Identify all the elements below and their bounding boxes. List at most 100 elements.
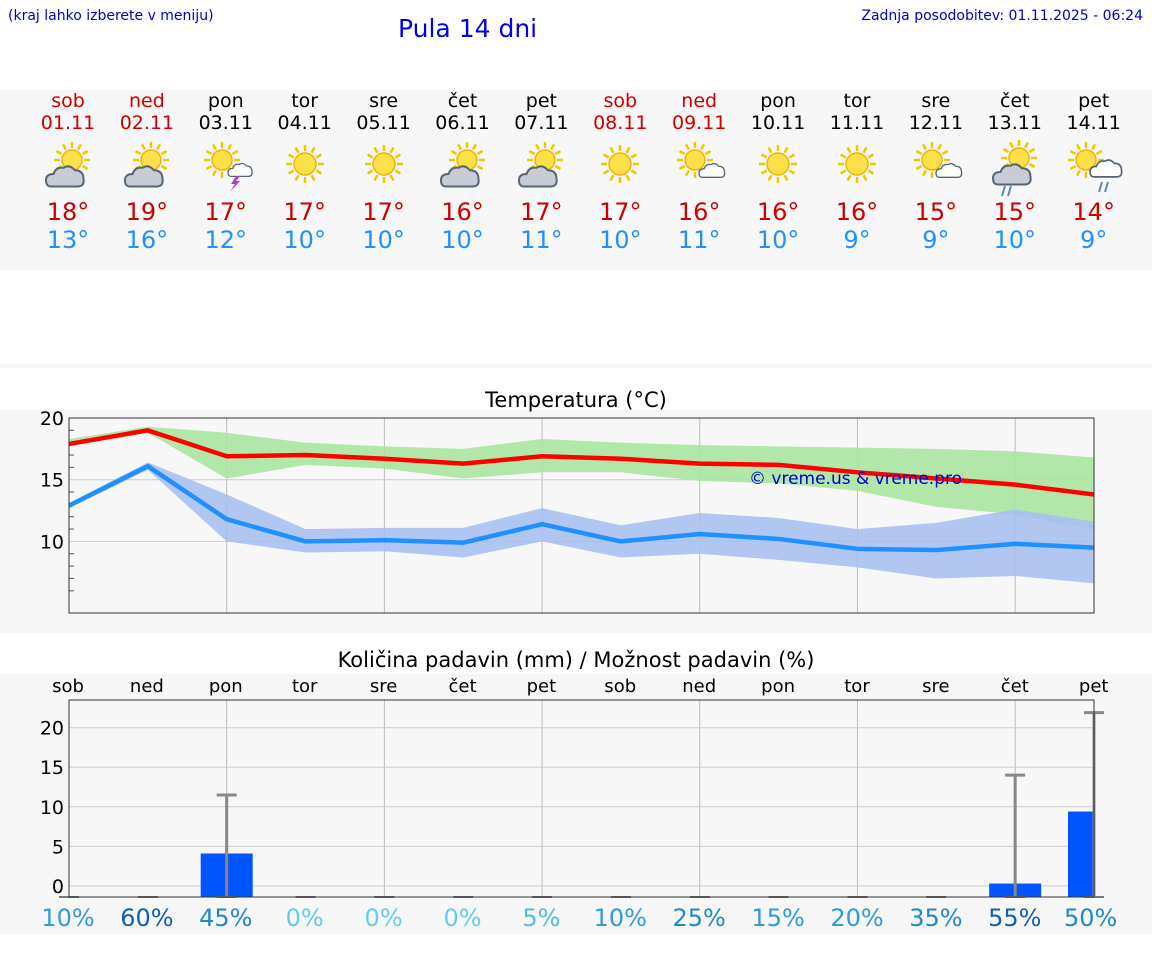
- day-name: čet: [1000, 90, 1030, 112]
- precipitation-chance: 0%: [364, 904, 403, 932]
- precipitation-chance: 55%: [988, 904, 1042, 932]
- max-temperature: 17°: [362, 198, 405, 226]
- precipitation-chance: 45%: [199, 904, 253, 932]
- day-date: 11.11: [829, 112, 885, 134]
- partly-cloudy-icon: [433, 138, 493, 198]
- min-temperature-line: [67, 463, 1095, 553]
- day-name: pet: [525, 90, 557, 112]
- min-temperature: 10°: [599, 226, 642, 254]
- min-temperature: 10°: [756, 226, 800, 254]
- max-temperature-line: [68, 428, 1095, 497]
- precipitation-day-label: ned: [129, 676, 164, 697]
- sun-rain-cloud-icon: [1064, 138, 1124, 198]
- sun-small-cloud-icon: [669, 138, 729, 198]
- y-tick-label: 20: [40, 718, 64, 740]
- day-date: 06.11: [435, 112, 490, 134]
- day-date: 10.11: [750, 112, 806, 134]
- day-name: ned: [128, 90, 165, 112]
- day-date: 07.11: [514, 112, 569, 134]
- day-name: ned: [681, 90, 718, 112]
- day-date: 08.11: [593, 112, 648, 134]
- y-tick-label: 0: [52, 876, 64, 898]
- day-name: sob: [603, 90, 638, 112]
- min-temperature: 9°: [1080, 226, 1108, 254]
- precipitation-chance: 15%: [751, 904, 805, 932]
- max-temperature: 17°: [204, 198, 248, 226]
- precipitation-chance: 10%: [593, 904, 647, 932]
- day-date: 05.11: [356, 112, 411, 134]
- max-temperature-band: [69, 426, 1094, 531]
- y-tick-label: 15: [40, 470, 64, 492]
- y-tick-label: 10: [40, 531, 64, 553]
- min-temperature: 10°: [441, 226, 484, 254]
- precipitation-day-label: pet: [526, 676, 557, 697]
- precipitation-chart: 0 5 10 15 20: [40, 699, 1104, 898]
- day-name: tor: [291, 90, 319, 112]
- day-name: tor: [843, 90, 871, 112]
- max-temperature: 16°: [835, 198, 879, 226]
- max-temperature: 19°: [125, 198, 169, 226]
- sun-icon: [275, 138, 335, 198]
- precipitation-chart-title: Količina padavin (mm) / Možnost padavin …: [337, 648, 815, 672]
- watermark: © vreme.us & vreme.pro: [749, 469, 962, 489]
- max-temperature: 14°: [1072, 198, 1115, 226]
- forecast-strip: [0, 90, 1152, 270]
- precipitation-day-label: tor: [844, 676, 870, 697]
- precipitation-day-label: čet: [1000, 676, 1029, 697]
- precipitation-chance: 0%: [285, 904, 324, 932]
- min-temperature: 10°: [362, 226, 405, 254]
- page-title: Pula 14 dni: [398, 14, 538, 43]
- precipitation-day-label: sob: [604, 676, 637, 697]
- plot-frame: [68, 699, 1095, 898]
- day-date: 09.11: [671, 112, 727, 134]
- day-name: pon: [207, 90, 244, 112]
- max-temperature: 15°: [993, 198, 1037, 226]
- temperature-chart-title: Temperatura (°C): [485, 388, 667, 412]
- max-temperature: 18°: [46, 198, 90, 226]
- day-date: 13.11: [987, 112, 1042, 134]
- max-temperature: 16°: [441, 198, 484, 226]
- partly-cloudy-icon: [117, 138, 177, 198]
- min-temperature: 12°: [204, 226, 248, 254]
- min-temperature: 10°: [283, 226, 326, 254]
- precipitation-day-label: pon: [761, 676, 796, 697]
- day-date: 14.11: [1066, 112, 1121, 134]
- divider: [0, 364, 1152, 368]
- day-name: pon: [760, 90, 796, 112]
- min-temperature: 11°: [677, 226, 721, 254]
- day-name: sob: [51, 90, 85, 112]
- precipitation-chance: 20%: [830, 904, 884, 932]
- max-temperature: 16°: [756, 198, 800, 226]
- precipitation-chance: 5%: [522, 904, 561, 932]
- min-temperature-band: [69, 462, 1094, 584]
- precipitation-chance: 10%: [41, 904, 95, 932]
- precipitation-day-label: čet: [448, 676, 477, 697]
- last-updated: Zadnja posodobitev: 01.11.2025 - 06:24: [861, 8, 1143, 24]
- partly-cloudy-icon: [38, 138, 98, 198]
- y-tick-label: 15: [40, 757, 64, 779]
- sun-icon: [354, 138, 414, 198]
- sun-small-cloud-icon: [906, 138, 966, 198]
- temperature-chart: 10 15 20 © vreme.us & vreme.pro: [40, 410, 1095, 614]
- min-temperature: 9°: [922, 226, 950, 254]
- max-temperature: 17°: [283, 198, 326, 226]
- precipitation-chance: 25%: [672, 904, 726, 932]
- partly-cloudy-rain-icon: [985, 138, 1045, 198]
- max-temperature: 16°: [677, 198, 721, 226]
- y-tick-label: 10: [40, 797, 64, 819]
- min-temperature: 13°: [46, 226, 90, 254]
- day-date: 04.11: [277, 112, 332, 134]
- day-date: 03.11: [198, 112, 253, 134]
- precipitation-day-label: ned: [682, 676, 717, 697]
- partly-cloudy-icon: [511, 138, 571, 198]
- precipitation-day-label: sre: [922, 676, 950, 697]
- max-temperature: 17°: [599, 198, 642, 226]
- day-date: 12.11: [908, 112, 964, 134]
- precipitation-chance: 50%: [1064, 904, 1118, 932]
- precipitation-day-label: sob: [52, 676, 84, 697]
- precipitation-chance: 60%: [120, 904, 174, 932]
- day-date: 01.11: [40, 112, 96, 134]
- day-name: sre: [921, 90, 951, 112]
- plot-frame: [68, 417, 1095, 614]
- sun-icon: [748, 138, 808, 198]
